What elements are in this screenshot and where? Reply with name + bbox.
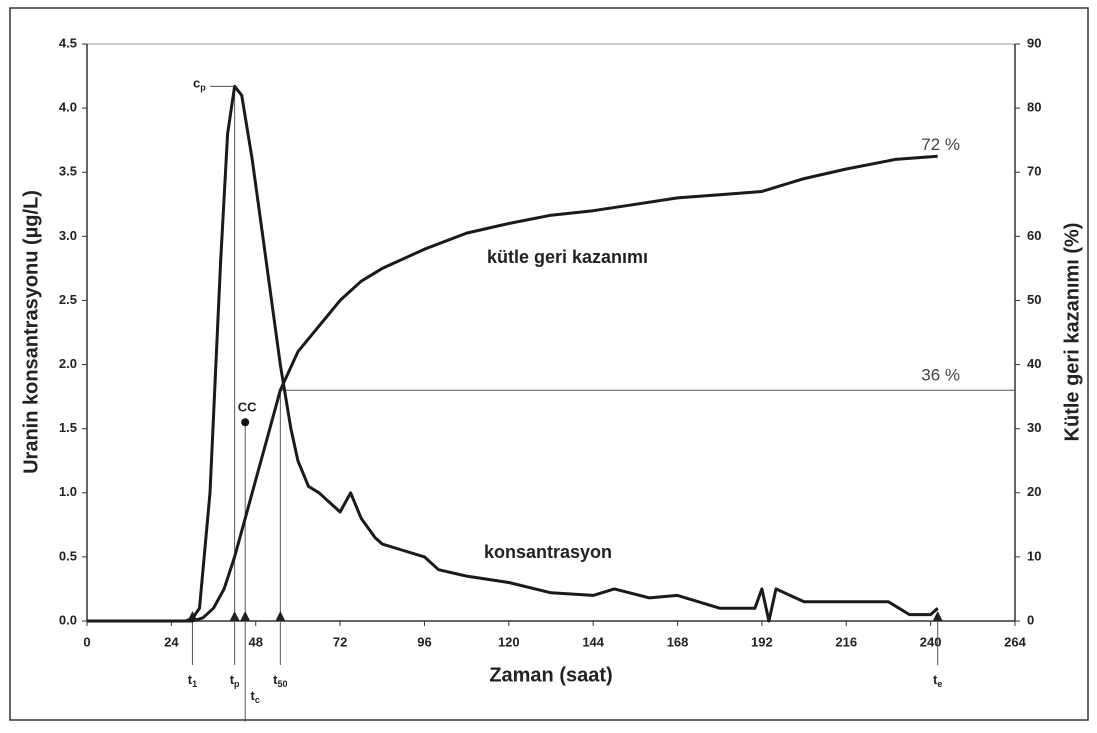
y2-tick-label: 70 [1027, 164, 1041, 179]
time-marker-arrow [932, 611, 943, 621]
time-marker-label: tp [230, 672, 240, 689]
x-tick-label: 168 [667, 634, 689, 649]
time-marker-symbol: t [230, 672, 235, 687]
x-tick-label: 96 [417, 634, 431, 649]
y2-tick-label: 90 [1027, 35, 1041, 50]
x-tick-label: 144 [582, 634, 604, 649]
y-tick-label: 2.0 [59, 356, 77, 371]
y-tick-label: 2.5 [59, 292, 77, 307]
series-line [87, 84, 939, 623]
time-marker-label: t50 [273, 672, 287, 689]
y-tick-label: 3.0 [59, 228, 77, 243]
y2-tick-label: 80 [1027, 100, 1041, 115]
frame [9, 7, 1089, 721]
time-marker-symbol: t [251, 688, 256, 703]
peak-label: cp [193, 76, 206, 93]
time-marker-subscript: 1 [192, 679, 197, 689]
time-marker-arrow [275, 611, 286, 621]
x-tick-label: 24 [164, 634, 179, 649]
time-marker-symbol: t [933, 672, 938, 687]
peak-symbol: c [193, 76, 200, 91]
y2-tick-label: 50 [1027, 292, 1041, 307]
time-marker-arrow [229, 611, 240, 621]
y-tick-label: 0.5 [59, 548, 77, 563]
x-tick-label: 72 [333, 634, 347, 649]
y2-tick-label: 40 [1027, 356, 1041, 371]
y-tick-label: 1.5 [59, 420, 77, 435]
y2-tick-label: 20 [1027, 484, 1041, 499]
centroid-label: CC [238, 400, 257, 415]
x-axis-title: Zaman (saat) [489, 664, 612, 686]
time-marker-label: t1 [188, 672, 197, 689]
x-tick-label: 0 [83, 634, 90, 649]
time-marker-arrow [240, 611, 251, 621]
y2-tick-label: 10 [1027, 548, 1041, 563]
x-tick-label: 120 [498, 634, 520, 649]
time-marker-subscript: 50 [277, 679, 287, 689]
x-tick-label: 216 [835, 634, 857, 649]
end-recovery-label: 72 % [921, 135, 960, 154]
half-recovery-label: 36 % [921, 366, 960, 385]
time-marker-label: te [933, 672, 942, 689]
series-label: konsantrasyon [484, 542, 612, 562]
y-tick-label: 1.0 [59, 484, 77, 499]
y-tick-label: 4.0 [59, 100, 77, 115]
time-marker-subscript: c [255, 695, 260, 705]
y2-tick-label: 0 [1027, 612, 1034, 627]
x-tick-label: 264 [1004, 634, 1026, 649]
time-marker-label: tc [251, 688, 260, 705]
y2-tick-label: 30 [1027, 420, 1041, 435]
y2-axis-title: Kütle geri kazanımı (%) [1061, 223, 1083, 442]
x-tick-label: 240 [920, 634, 942, 649]
y-tick-label: 3.5 [59, 164, 77, 179]
series-label: kütle geri kazanımı [487, 247, 648, 267]
y2-tick-label: 60 [1027, 228, 1041, 243]
centroid-point [241, 418, 250, 427]
peak-subscript: p [200, 83, 206, 93]
time-marker-symbol: t [188, 672, 193, 687]
x-tick-label: 48 [248, 634, 262, 649]
time-marker-subscript: e [937, 679, 942, 689]
y-tick-label: 0.0 [59, 612, 77, 627]
y-axis-title: Uranin konsantrasyonu (µg/L) [20, 190, 42, 474]
series-line [87, 154, 938, 623]
time-marker-symbol: t [273, 672, 278, 687]
time-marker-subscript: p [234, 679, 240, 689]
x-tick-label: 192 [751, 634, 773, 649]
y-tick-label: 4.5 [59, 35, 77, 50]
